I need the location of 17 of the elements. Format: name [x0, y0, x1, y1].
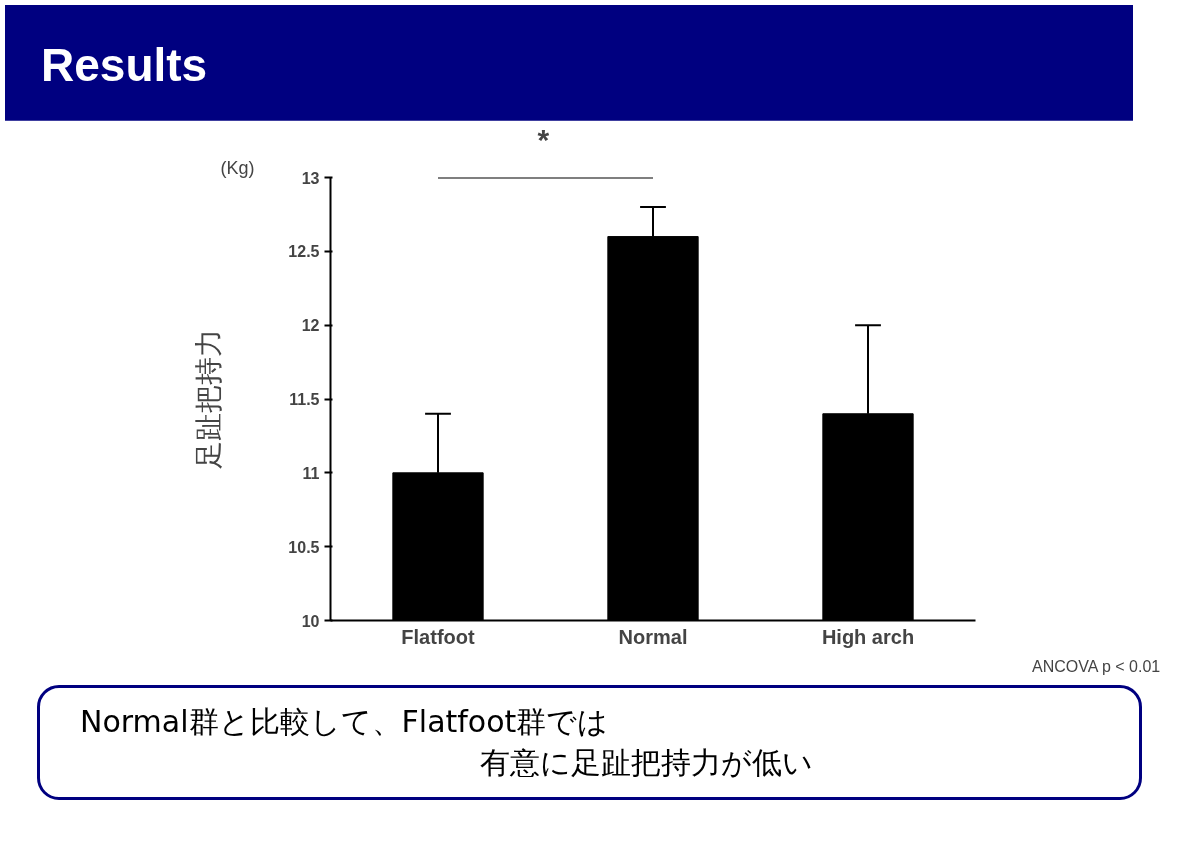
y-tick-label: 10 — [301, 612, 320, 630]
text: Normal群と比較して、Flatfoot群では — [80, 703, 610, 741]
y-tick-label: 13 — [301, 169, 320, 187]
text: ANCOVA p < 0.01 — [1031, 657, 1161, 675]
y-tick-label: 12.5 — [288, 243, 320, 261]
y-tick-label: 11 — [302, 464, 320, 482]
y-tick-label: 12 — [301, 317, 320, 335]
y-tick-label: 11.5 — [289, 391, 320, 408]
text: 有意に足趾把持力が低い — [479, 743, 814, 782]
text: (Kg) — [220, 157, 255, 178]
chart-title: Results — [41, 39, 208, 91]
x-tick-label: Flatfoot — [401, 625, 475, 648]
x-tick-label: Normal — [618, 625, 688, 648]
y-axis-title: 足趾把持力 — [192, 329, 226, 469]
text: * — [537, 122, 550, 156]
x-tick-label: High arch — [821, 625, 915, 648]
y-tick-label: 10.5 — [288, 538, 320, 556]
